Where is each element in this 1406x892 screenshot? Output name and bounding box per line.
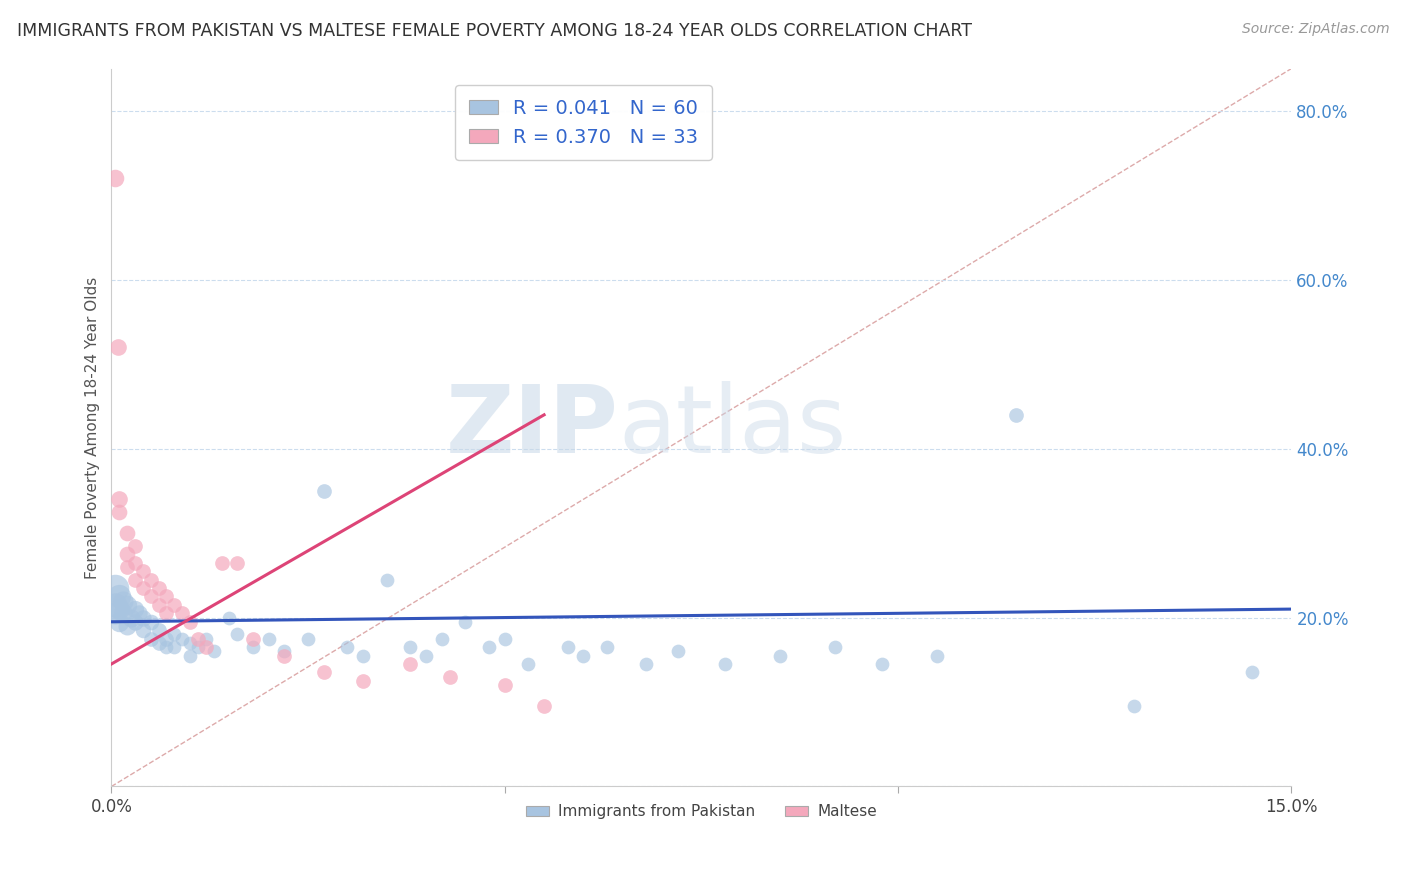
- Point: [155, 607, 177, 621]
- Point: [163, 640, 186, 654]
- Point: [148, 636, 170, 650]
- Point: [148, 598, 170, 612]
- Text: atlas: atlas: [619, 382, 846, 474]
- Point: [115, 547, 138, 561]
- Y-axis label: Female Poverty Among 18-24 Year Olds: Female Poverty Among 18-24 Year Olds: [86, 277, 100, 579]
- Point: [139, 590, 162, 604]
- Point: [172, 632, 194, 646]
- Point: [104, 598, 127, 612]
- Point: [179, 636, 201, 650]
- Point: [557, 640, 579, 654]
- Point: [824, 640, 846, 654]
- Point: [257, 632, 280, 646]
- Text: Source: ZipAtlas.com: Source: ZipAtlas.com: [1241, 22, 1389, 37]
- Point: [115, 526, 138, 541]
- Point: [430, 632, 453, 646]
- Point: [194, 640, 217, 654]
- Point: [454, 615, 477, 629]
- Point: [139, 632, 162, 646]
- Point: [596, 640, 619, 654]
- Point: [187, 632, 209, 646]
- Point: [415, 648, 437, 663]
- Point: [124, 556, 146, 570]
- Point: [517, 657, 540, 671]
- Point: [148, 624, 170, 638]
- Point: [132, 610, 155, 624]
- Point: [352, 673, 374, 688]
- Point: [533, 699, 555, 714]
- Point: [312, 483, 335, 498]
- Point: [108, 590, 131, 604]
- Point: [375, 573, 398, 587]
- Point: [399, 657, 422, 671]
- Point: [139, 573, 162, 587]
- Point: [242, 640, 264, 654]
- Point: [1241, 665, 1264, 680]
- Point: [179, 648, 201, 663]
- Point: [163, 598, 186, 612]
- Point: [115, 559, 138, 574]
- Point: [399, 640, 422, 654]
- Point: [572, 648, 595, 663]
- Point: [124, 539, 146, 553]
- Point: [115, 619, 138, 633]
- Point: [352, 648, 374, 663]
- Point: [1123, 699, 1146, 714]
- Point: [120, 610, 142, 624]
- Point: [155, 590, 177, 604]
- Point: [104, 607, 127, 621]
- Point: [139, 615, 162, 629]
- Point: [494, 632, 516, 646]
- Point: [1005, 408, 1028, 422]
- Point: [132, 564, 155, 578]
- Point: [108, 492, 131, 507]
- Point: [714, 657, 737, 671]
- Point: [226, 556, 249, 570]
- Point: [179, 615, 201, 629]
- Point: [202, 644, 225, 658]
- Point: [108, 602, 131, 616]
- Point: [108, 615, 131, 629]
- Point: [273, 648, 295, 663]
- Point: [163, 627, 186, 641]
- Point: [104, 171, 127, 186]
- Point: [187, 640, 209, 654]
- Point: [124, 615, 146, 629]
- Point: [108, 505, 131, 519]
- Point: [872, 657, 894, 671]
- Point: [172, 607, 194, 621]
- Point: [155, 632, 177, 646]
- Point: [112, 593, 135, 607]
- Point: [132, 624, 155, 638]
- Point: [128, 607, 150, 621]
- Legend: Immigrants from Pakistan, Maltese: Immigrants from Pakistan, Maltese: [520, 798, 883, 825]
- Point: [155, 640, 177, 654]
- Point: [132, 581, 155, 595]
- Text: IMMIGRANTS FROM PAKISTAN VS MALTESE FEMALE POVERTY AMONG 18-24 YEAR OLDS CORRELA: IMMIGRANTS FROM PAKISTAN VS MALTESE FEMA…: [17, 22, 972, 40]
- Point: [104, 581, 127, 595]
- Text: ZIP: ZIP: [446, 382, 619, 474]
- Point: [124, 573, 146, 587]
- Point: [124, 602, 146, 616]
- Point: [107, 340, 129, 354]
- Point: [273, 644, 295, 658]
- Point: [769, 648, 792, 663]
- Point: [211, 556, 233, 570]
- Point: [148, 581, 170, 595]
- Point: [218, 610, 240, 624]
- Point: [242, 632, 264, 646]
- Point: [226, 627, 249, 641]
- Point: [115, 598, 138, 612]
- Point: [666, 644, 689, 658]
- Point: [312, 665, 335, 680]
- Point: [336, 640, 359, 654]
- Point: [194, 632, 217, 646]
- Point: [112, 607, 135, 621]
- Point: [636, 657, 658, 671]
- Point: [297, 632, 319, 646]
- Point: [478, 640, 501, 654]
- Point: [927, 648, 949, 663]
- Point: [439, 670, 461, 684]
- Point: [494, 678, 516, 692]
